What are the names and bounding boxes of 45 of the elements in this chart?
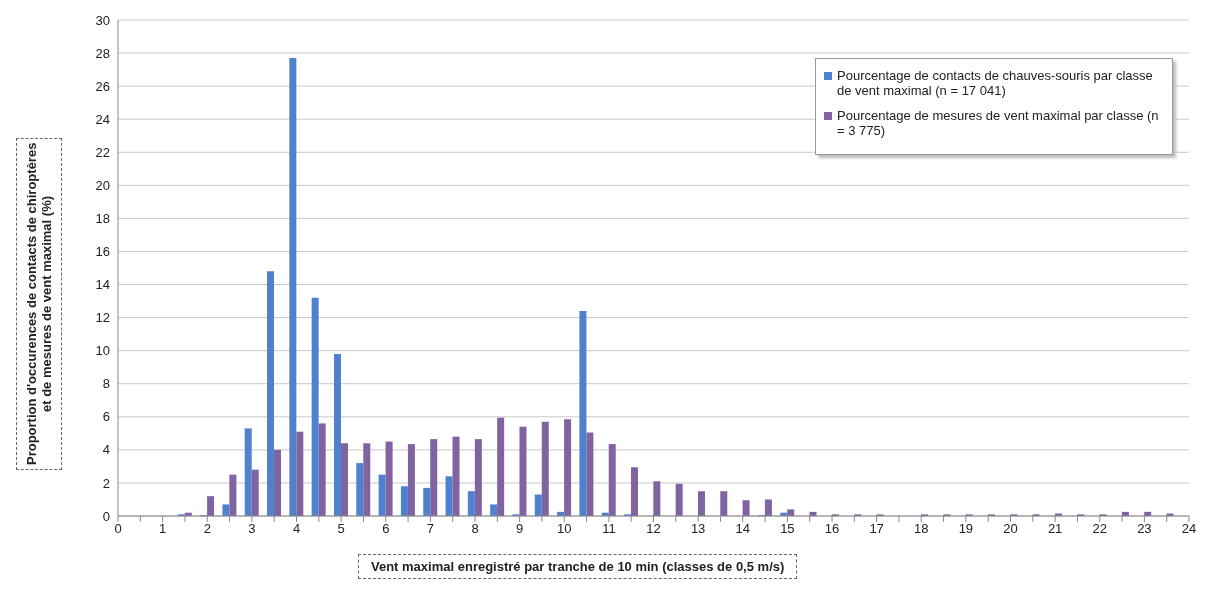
x-tick-label: 4 (292, 521, 301, 537)
y-tick-label: 10 (95, 343, 110, 359)
y-tick-label: 6 (102, 409, 110, 425)
x-tick-label: 3 (248, 521, 256, 537)
x-tick-label: 5 (337, 521, 345, 537)
x-tick-label: 17 (869, 521, 884, 537)
x-tick-label: 0 (114, 521, 122, 537)
x-tick-label: 18 (914, 521, 929, 537)
x-tick-label: 20 (1003, 521, 1018, 537)
x-tick-label: 16 (824, 521, 840, 537)
x-tick-label: 6 (382, 521, 390, 537)
y-tick-label: 18 (95, 211, 110, 227)
y-tick-label: 28 (95, 45, 110, 61)
x-tick-label: 10 (557, 521, 572, 537)
x-tick-label: 1 (159, 521, 167, 537)
y-tick-label: 8 (102, 376, 110, 392)
y-tick-label: 24 (95, 111, 110, 127)
legend-label: Pourcentage de mesures de vent maximal par classe (n = 3 775) (837, 108, 1160, 138)
y-tick-label: 26 (95, 78, 110, 94)
y-tick-label: 22 (95, 144, 110, 160)
y-tick-label: 16 (95, 244, 110, 260)
x-tick-label: 12 (646, 521, 661, 537)
y-axis-title: Proportion d'occurences de contacts de chiroptères et de mesures de vent maximal (%) (24, 141, 54, 468)
x-tick-label: 7 (426, 521, 434, 537)
y-tick-label: 12 (95, 310, 110, 326)
y-tick-label: 0 (102, 508, 110, 524)
x-tick-label: 11 (602, 521, 616, 537)
x-tick-label: 19 (958, 521, 974, 537)
x-tick-label: 15 (780, 521, 795, 537)
x-tick-label: 24 (1181, 521, 1197, 537)
y-tick-label: 4 (102, 442, 110, 458)
x-tick-label: 2 (203, 521, 211, 537)
x-tick-label: 9 (516, 521, 524, 537)
x-tick-label: 21 (1047, 521, 1063, 537)
y-tick-label: 30 (95, 12, 110, 28)
y-tick-label: 14 (95, 277, 110, 293)
legend-label: Pourcentage de contacts de chauves-souris par classe de vent maximal (n = 17 041) (837, 68, 1154, 98)
y-tick-label: 20 (95, 177, 110, 193)
x-tick-label: 22 (1092, 521, 1107, 537)
x-tick-label: 23 (1137, 521, 1152, 537)
y-tick-label: 2 (102, 475, 110, 491)
x-tick-label: 14 (735, 521, 750, 537)
x-tick-label: 13 (690, 521, 706, 537)
x-axis-title: Vent maximal enregistré par tranche de 10 min (classes de 0,5 m/s) (358, 554, 798, 579)
x-tick-label: 8 (471, 521, 479, 537)
